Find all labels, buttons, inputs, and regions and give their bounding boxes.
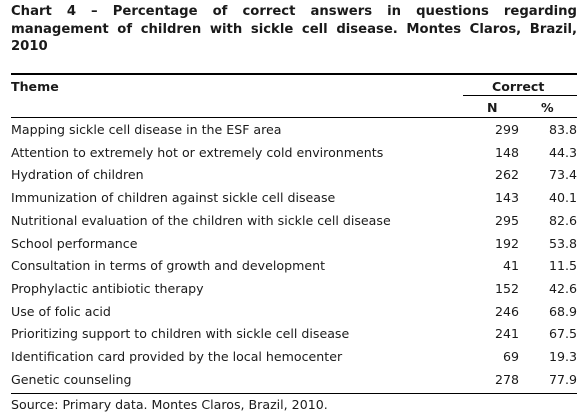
row-percent: 42.6 [548, 280, 577, 296]
header-n: N [487, 100, 498, 115]
table-row: Consultation in terms of growth and deve… [11, 255, 577, 278]
data-table: Mapping sickle cell disease in the ESF a… [11, 119, 577, 391]
header-bottom-rule [11, 117, 577, 118]
row-theme: Hydration of children [11, 167, 144, 183]
table-row: Prioritizing support to children with si… [11, 323, 577, 346]
row-theme: Attention to extremely hot or extremely … [11, 144, 384, 160]
table-row: Immunization of children against sickle … [11, 187, 577, 210]
row-theme: Identification card provided by the loca… [11, 349, 343, 365]
row-n: 241 [494, 326, 519, 342]
header-theme: Theme [11, 79, 59, 94]
table-row: Use of folic acid 246 68.9 [11, 301, 577, 324]
row-theme: Consultation in terms of growth and deve… [11, 258, 326, 274]
table-bottom-rule [11, 393, 577, 394]
source-note: Source: Primary data. Montes Claros, Bra… [11, 397, 328, 412]
row-percent: 68.9 [548, 303, 577, 319]
row-n: 246 [494, 303, 519, 319]
row-n: 148 [494, 144, 519, 160]
table-row: Mapping sickle cell disease in the ESF a… [11, 119, 577, 142]
row-n: 69 [502, 349, 519, 365]
table-top-rule [11, 73, 577, 75]
header-percent: % [541, 100, 554, 115]
table-row: Attention to extremely hot or extremely … [11, 142, 577, 165]
row-percent: 11.5 [548, 258, 577, 274]
row-n: 295 [494, 212, 519, 228]
row-n: 278 [494, 371, 519, 387]
row-percent: 19.3 [548, 349, 577, 365]
row-theme: School performance [11, 235, 138, 251]
row-percent: 82.6 [548, 212, 577, 228]
row-n: 262 [494, 167, 519, 183]
row-theme: Immunization of children against sickle … [11, 190, 336, 206]
row-n: 143 [494, 190, 519, 206]
row-theme: Use of folic acid [11, 303, 111, 319]
correct-subheader-rule [463, 95, 577, 96]
row-percent: 67.5 [548, 326, 577, 342]
row-n: 192 [494, 235, 519, 251]
row-theme: Genetic counseling [11, 371, 132, 387]
table-row: Prophylactic antibiotic therapy 152 42.6 [11, 278, 577, 301]
row-n: 152 [494, 280, 519, 296]
table-row: Hydration of children 262 73.4 [11, 164, 577, 187]
row-theme: Prophylactic antibiotic therapy [11, 280, 204, 296]
row-percent: 73.4 [548, 167, 577, 183]
row-n: 299 [494, 122, 519, 137]
row-theme: Mapping sickle cell disease in the ESF a… [11, 122, 282, 137]
table-row: Nutritional evaluation of the children w… [11, 210, 577, 233]
row-n: 41 [502, 258, 519, 274]
header-correct: Correct [492, 79, 545, 94]
row-theme: Prioritizing support to children with si… [11, 326, 350, 342]
chart-title: Chart 4 – Percentage of correct answers … [11, 4, 577, 54]
row-percent: 44.3 [548, 144, 577, 160]
row-percent: 40.1 [548, 190, 577, 206]
table-row: Identification card provided by the loca… [11, 346, 577, 369]
row-percent: 83.8 [548, 122, 577, 137]
row-theme: Nutritional evaluation of the children w… [11, 212, 391, 228]
row-percent: 53.8 [548, 235, 577, 251]
table-row: School performance 192 53.8 [11, 233, 577, 256]
row-percent: 77.9 [548, 371, 577, 387]
table-row: Genetic counseling 278 77.9 [11, 369, 577, 392]
